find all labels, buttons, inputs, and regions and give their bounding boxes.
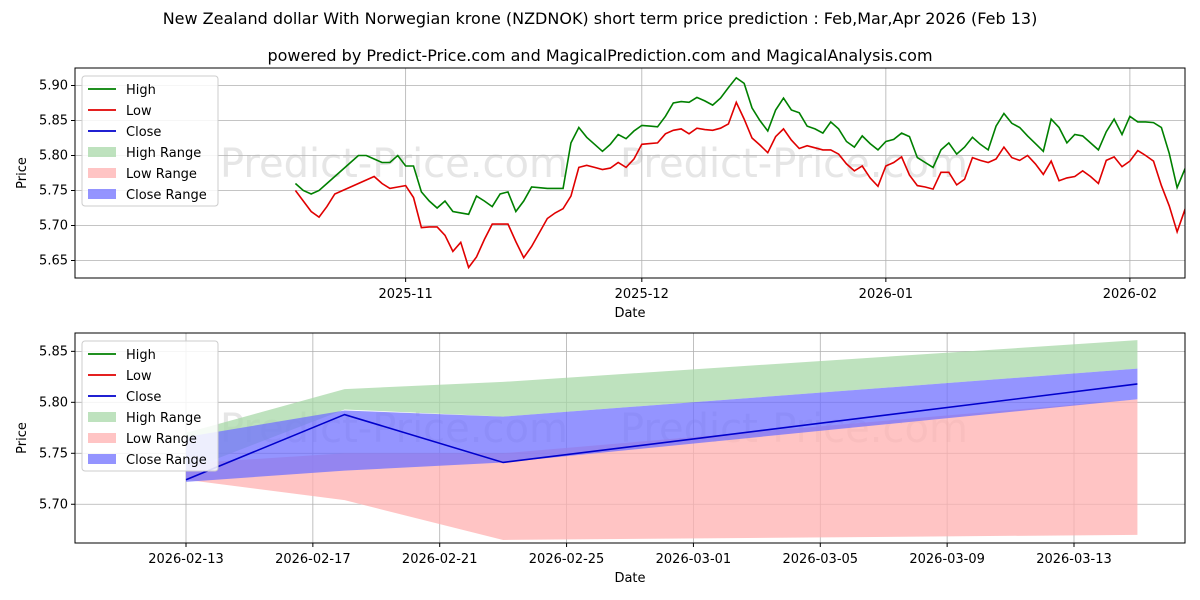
legend-label: High	[126, 83, 156, 98]
x-tick-label: 2026-02-25	[529, 552, 605, 567]
legend-patch-marker	[88, 189, 116, 199]
x-tick-label: 2025-12	[615, 287, 669, 302]
panel-history: Predict-Price.com Predict-Price.com 5.65 5.…	[15, 67, 1186, 321]
high-range-band	[186, 340, 1138, 471]
y-axis-label: Price	[15, 157, 30, 189]
x-tick-label: 2026-02	[1103, 287, 1157, 302]
close-range-band	[186, 368, 1138, 482]
x-tick-label: 2026-02-13	[148, 552, 224, 567]
y-tick-label: 5.80	[39, 149, 68, 164]
y-tick-label: 5.85	[39, 114, 68, 129]
close-series-line	[185, 383, 1138, 481]
legend-patch-marker	[88, 412, 116, 422]
high-series-line	[294, 76, 1185, 216]
legend-patch-marker	[88, 168, 116, 178]
x-tick-label: 2026-03-09	[909, 552, 985, 567]
y-tick-label: 5.90	[39, 79, 68, 94]
legend-label: High	[126, 348, 156, 363]
y-tick-label: 5.75	[39, 446, 68, 461]
legend-label: High Range	[126, 146, 201, 161]
chart-title: New Zealand dollar With Norwegian krone …	[162, 9, 1038, 28]
axes-frame	[74, 67, 1186, 279]
legend-label: Close	[126, 125, 161, 140]
x-tick-label: 2026-02-17	[275, 552, 351, 567]
legend-label: Low	[126, 104, 152, 119]
legend-label: High Range	[126, 411, 201, 426]
x-tick-label: 2025-11	[378, 287, 432, 302]
plot-area	[185, 340, 1138, 540]
chart-subtitle: powered by Predict-Price.com and Magical…	[267, 46, 933, 65]
y-tick-label: 5.65	[39, 254, 68, 269]
low-series-line	[294, 100, 1185, 270]
x-axis-label: Date	[614, 306, 645, 321]
legend-label: Close Range	[126, 453, 207, 468]
y-tick-label: 5.70	[39, 497, 68, 512]
legend-label: Close	[126, 390, 161, 405]
panel-forecast: Predict-Price.comPredict-Price.com5.705.…	[15, 332, 1186, 586]
legend-patch-marker	[88, 147, 116, 157]
x-axis-label: Date	[614, 571, 645, 586]
legend: High Low Close High Range Low Range Close Ran…	[81, 75, 219, 207]
legend-patch-marker	[88, 454, 116, 464]
legend-patch-marker	[88, 433, 116, 443]
low-range-band	[186, 399, 1138, 540]
y-tick-label: 5.85	[39, 344, 68, 359]
legend-label: Low Range	[126, 432, 197, 447]
watermark-text: Predict-Price.com	[220, 141, 568, 187]
x-tick-label: 2026-01	[859, 287, 913, 302]
y-tick-label: 5.70	[39, 219, 68, 234]
legend-label: Low Range	[126, 167, 197, 182]
legend-label: Low	[126, 369, 152, 384]
x-tick-label: 2026-02-21	[402, 552, 478, 567]
legend-label: Close Range	[126, 188, 207, 203]
watermark-text: Predict-Price.com	[620, 141, 968, 187]
axes-frame	[74, 332, 1186, 544]
y-tick-label: 5.75	[39, 184, 68, 199]
y-tick-label: 5.80	[39, 395, 68, 410]
plot-area	[294, 76, 1185, 270]
x-tick-label: 2026-03-13	[1036, 552, 1112, 567]
legend: High Low Close High Range Low Range Close Ran…	[81, 340, 219, 472]
x-tick-label: 2026-03-01	[656, 552, 732, 567]
x-tick-label: 2026-03-05	[783, 552, 859, 567]
y-axis-label: Price	[15, 422, 30, 454]
